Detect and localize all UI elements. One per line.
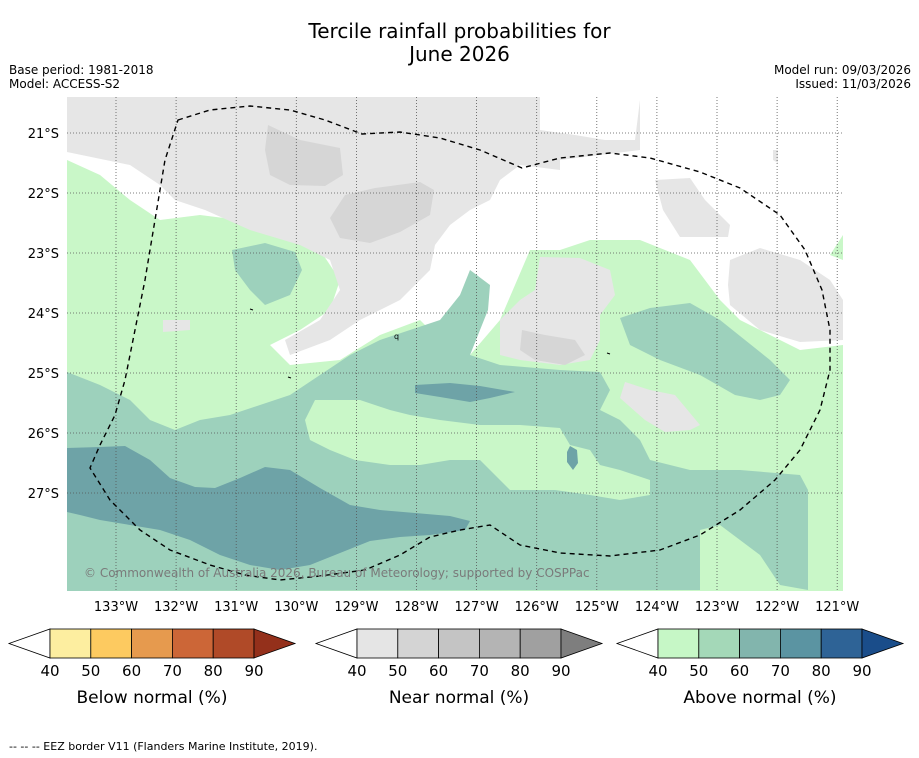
colorbar-segment: [356, 628, 399, 659]
chart-title: Tercile rainfall probabilities for June …: [0, 20, 919, 66]
colorbar-segment: [171, 628, 214, 659]
colorbar-segment: [90, 628, 133, 659]
colorbar-segment: [49, 628, 92, 659]
colorbar-extend-low: [314, 628, 358, 659]
colorbar-segment: [397, 628, 439, 659]
colorbar-below-normal: 40 50 60 70 80 90 Below normal (%): [7, 628, 297, 708]
x-tick-label: 126°W: [515, 600, 559, 615]
colorbar-segment: [739, 628, 781, 659]
copyright-notice: © Commonwealth of Australia 2026, Bureau…: [84, 566, 590, 580]
x-axis-ticks: 133°W 132°W 131°W 130°W 129°W 128°W 127°W 126°W…: [94, 600, 860, 615]
field-near-50-60-c: [520, 330, 585, 365]
field-above-50-60-west-small: [232, 243, 302, 305]
title-line-2: June 2026: [409, 42, 510, 66]
x-tick-label: 123°W: [695, 600, 739, 615]
x-tick-label: 128°W: [394, 600, 438, 615]
y-tick-label: 21°S: [28, 127, 59, 142]
field-near-50-60-a: [265, 125, 343, 186]
colorbar-tick-label: 80: [204, 662, 223, 680]
colorbar-extend-low: [7, 628, 51, 659]
x-tick-label: 122°W: [755, 600, 799, 615]
title-line-1: Tercile rainfall probabilities for: [308, 19, 611, 43]
colorbar-tick-label: 90: [852, 662, 871, 680]
tiny-dash-2: [287, 376, 292, 379]
colorbars: 40 50 60 70 80 90 Below normal (%) 40 50 60 70 80 90…: [7, 628, 905, 708]
colorbar-near-normal: 40 50 60 70 80 90 Near normal (%): [314, 628, 604, 708]
colorbar-above-normal: 40 50 60 70 80 90 Above normal (%): [615, 628, 905, 708]
colorbar-segment: [780, 628, 822, 659]
field-above-40-50-pocket: [305, 400, 650, 500]
x-tick-label: 133°W: [94, 600, 138, 615]
field-above-60-70-small: [567, 446, 578, 470]
colorbar-extend-low: [615, 628, 659, 659]
colorbar-tick-label: 80: [812, 662, 831, 680]
y-axis-ticks: 21°S 22°S 23°S 24°S 25°S 26°S 27°S: [28, 127, 59, 502]
metadata-right: Model run: 09/03/2026 Issued: 11/03/2026: [774, 63, 911, 91]
colorbar-tick-label: 70: [163, 662, 182, 680]
graticule: [67, 97, 843, 591]
x-tick-label: 124°W: [635, 600, 679, 615]
colorbar-extend-high: [253, 628, 297, 659]
y-tick-label: 27°S: [28, 487, 59, 502]
x-tick-label: 121°W: [815, 600, 859, 615]
colorbar-tick-label: 40: [40, 662, 59, 680]
eez-border-line: [89, 105, 831, 581]
colorbar-extend-high: [861, 628, 905, 659]
field-near-50-60-b: [330, 182, 434, 243]
field-near-40-50-far-right: [773, 150, 778, 163]
tiny-mark: q: [394, 332, 399, 341]
colorbar-tick-label: 60: [122, 662, 141, 680]
colorbar-tick-label: 60: [429, 662, 448, 680]
y-tick-label: 25°S: [28, 367, 59, 382]
colorbar-title: Above normal (%): [683, 688, 836, 708]
field-above-50-60-east: [620, 303, 790, 400]
colorbar-extend-high: [560, 628, 604, 659]
model-run: Model run: 09/03/2026: [773, 63, 911, 77]
colorbar-segment: [212, 628, 255, 659]
colorbar-segment: [478, 628, 521, 659]
x-tick-label: 127°W: [455, 600, 499, 615]
colorbar-segment: [657, 628, 700, 659]
x-tick-label: 130°W: [274, 600, 318, 615]
colorbar-tick-label: 50: [689, 662, 708, 680]
y-tick-label: 23°S: [28, 247, 59, 262]
colorbar-segment: [438, 628, 480, 659]
colorbar-segment: [820, 628, 863, 659]
y-tick-label: 22°S: [28, 187, 59, 202]
model-name: Model: ACCESS-S2: [9, 77, 121, 91]
colorbar-tick-label: 60: [730, 662, 749, 680]
colorbar-tick-label: 70: [771, 662, 790, 680]
colorbar-tick-label: 50: [81, 662, 100, 680]
colorbar-segment: [698, 628, 740, 659]
probability-field: [67, 97, 843, 591]
y-tick-label: 26°S: [28, 427, 59, 442]
colorbar-segment: [131, 628, 173, 659]
eez-footnote: -- -- -- EEZ border V11 (Flanders Marine…: [9, 740, 318, 753]
tiny-dash-1: [249, 308, 254, 311]
colorbar-title: Near normal (%): [389, 688, 529, 708]
colorbar-tick-label: 70: [470, 662, 489, 680]
colorbar-tick-label: 50: [388, 662, 407, 680]
x-tick-label: 131°W: [214, 600, 258, 615]
field-above-60-70-center: [415, 383, 515, 402]
issued-date: Issued: 11/03/2026: [795, 77, 911, 91]
colorbar-tick-label: 40: [347, 662, 366, 680]
tiny-dash-3: [606, 352, 611, 355]
colorbar-tick-label: 90: [551, 662, 570, 680]
colorbar-segment: [519, 628, 562, 659]
colorbar-tick-label: 90: [244, 662, 263, 680]
colorbar-title: Below normal (%): [77, 688, 228, 708]
colorbar-tick-label: 40: [648, 662, 667, 680]
metadata-left: Base period: 1981-2018 Model: ACCESS-S2: [9, 63, 154, 91]
x-tick-label: 129°W: [334, 600, 378, 615]
y-tick-label: 24°S: [28, 307, 59, 322]
field-above-60-70-south: [67, 446, 470, 570]
x-tick-label: 125°W: [575, 600, 619, 615]
base-period: Base period: 1981-2018: [9, 63, 154, 77]
field-near-40-50-lower: [620, 382, 700, 432]
colorbar-tick-label: 80: [511, 662, 530, 680]
x-tick-label: 132°W: [154, 600, 198, 615]
